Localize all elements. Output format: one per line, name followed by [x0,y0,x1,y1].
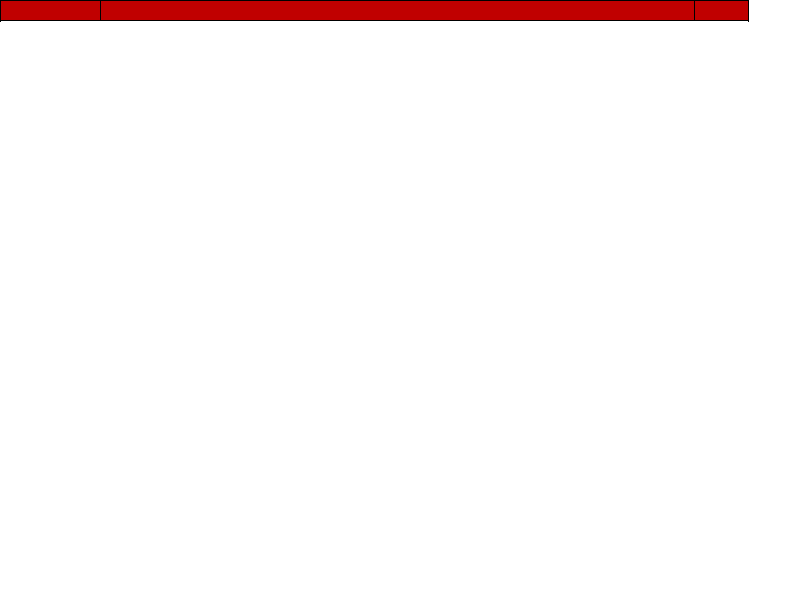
data-table [0,0,750,21]
total-header [694,0,750,21]
corner-header [0,0,101,21]
stacked-bar-chart [0,310,800,600]
group-header [99,0,696,21]
